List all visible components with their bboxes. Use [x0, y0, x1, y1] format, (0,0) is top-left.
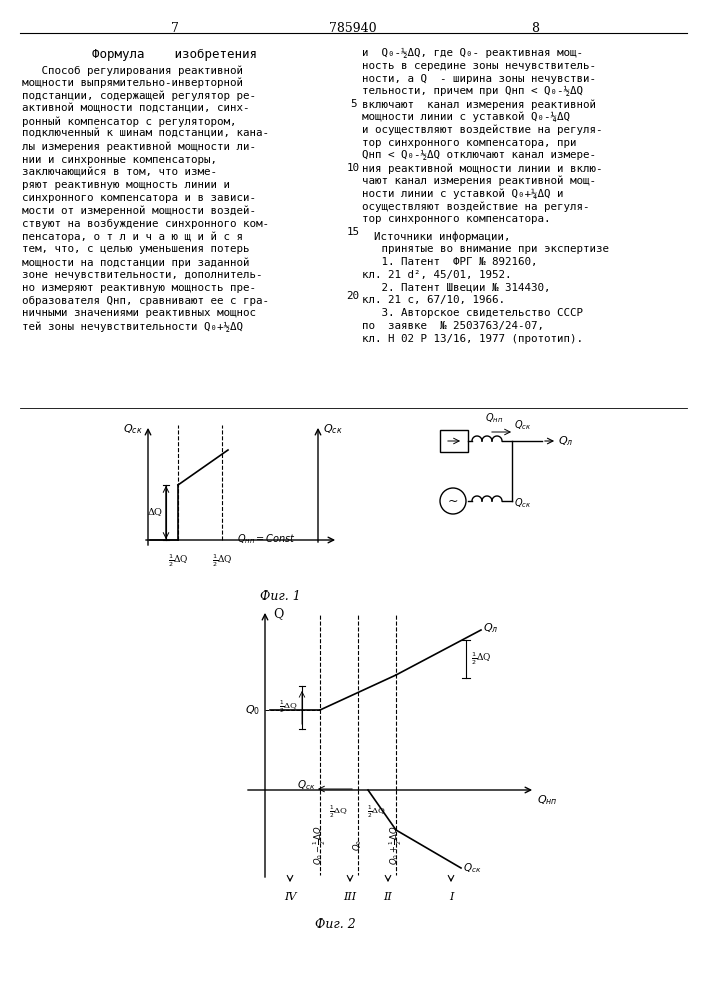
- Text: лы измерения реактивной мощности ли-: лы измерения реактивной мощности ли-: [22, 142, 256, 152]
- Text: тей зоны нечувствительности Q₀+½ΔQ: тей зоны нечувствительности Q₀+½ΔQ: [22, 321, 243, 332]
- Text: $Q_{ск}$: $Q_{ск}$: [463, 861, 481, 875]
- Text: образователя Qнп, сравнивают ее с гра-: образователя Qнп, сравнивают ее с гра-: [22, 295, 269, 306]
- Text: $\frac{1}{2}$ΔQ: $\frac{1}{2}$ΔQ: [471, 651, 491, 667]
- Text: мощности выпрямительно-инверторной: мощности выпрямительно-инверторной: [22, 78, 243, 88]
- Text: мощности на подстанции при заданной: мощности на подстанции при заданной: [22, 257, 250, 267]
- Text: 15: 15: [346, 227, 359, 237]
- Text: мощности линии с уставкой Q₀-¼ΔQ: мощности линии с уставкой Q₀-¼ΔQ: [362, 112, 570, 122]
- Text: $Q_0$: $Q_0$: [245, 703, 260, 717]
- Text: 10: 10: [346, 163, 359, 173]
- Text: и осуществляют воздействие на регуля-: и осуществляют воздействие на регуля-: [362, 125, 602, 135]
- Text: $Q_л$: $Q_л$: [483, 621, 498, 635]
- Text: ствуют на возбуждение синхронного ком-: ствуют на возбуждение синхронного ком-: [22, 219, 269, 229]
- Text: тельности, причем при Qнп < Q₀-½ΔQ: тельности, причем при Qнп < Q₀-½ΔQ: [362, 86, 583, 96]
- Text: Q: Q: [273, 607, 284, 620]
- Text: $\frac{1}{2}$ΔQ: $\frac{1}{2}$ΔQ: [168, 552, 188, 569]
- Text: кл. 21 с, 67/10, 1966.: кл. 21 с, 67/10, 1966.: [362, 295, 505, 305]
- Text: 2. Патент Швеции № 314430,: 2. Патент Швеции № 314430,: [362, 282, 551, 292]
- Text: I: I: [449, 892, 453, 902]
- Text: $Q_{ск}$: $Q_{ск}$: [323, 422, 343, 436]
- Text: и  Q₀-½ΔQ, где Q₀- реактивная мощ-: и Q₀-½ΔQ, где Q₀- реактивная мощ-: [362, 48, 583, 58]
- Bar: [440, 430, 468, 452]
- Text: кл. Н 02 Р 13/16, 1977 (прототип).: кл. Н 02 Р 13/16, 1977 (прототип).: [362, 334, 583, 344]
- Text: мости от измеренной мощности воздей-: мости от измеренной мощности воздей-: [22, 206, 256, 216]
- Text: Qнп < Q₀-½ΔQ отключают канал измере-: Qнп < Q₀-½ΔQ отключают канал измере-: [362, 150, 596, 160]
- Text: по  заявке  № 2503763/24-07,: по заявке № 2503763/24-07,: [362, 321, 544, 331]
- Text: чают канал измерения реактивной мощ-: чают канал измерения реактивной мощ-: [362, 176, 596, 186]
- Text: ~: ~: [448, 494, 458, 508]
- Text: III: III: [344, 892, 356, 902]
- Text: $\frac{1}{2}$ΔQ: $\frac{1}{2}$ΔQ: [329, 804, 349, 820]
- Text: IV: IV: [284, 892, 296, 902]
- Text: $Q_{ск}$: $Q_{ск}$: [514, 418, 532, 432]
- Text: ряют реактивную мощность линии и: ряют реактивную мощность линии и: [22, 180, 230, 190]
- Text: ронный компенсатор с регулятором,: ронный компенсатор с регулятором,: [22, 116, 237, 127]
- Text: синхронного компенсатора и в зависи-: синхронного компенсатора и в зависи-: [22, 193, 256, 203]
- Text: $Q_0$: $Q_0$: [352, 839, 364, 851]
- Text: активной мощности подстанции, синх-: активной мощности подстанции, синх-: [22, 103, 250, 113]
- Text: $Q_{нп}$: $Q_{нп}$: [485, 411, 503, 425]
- Text: 785940: 785940: [329, 22, 377, 35]
- Text: включают  канал измерения реактивной: включают канал измерения реактивной: [362, 99, 596, 110]
- Text: зоне нечувствительности, дополнитель-: зоне нечувствительности, дополнитель-: [22, 270, 262, 280]
- Text: ΔQ: ΔQ: [147, 508, 162, 516]
- Text: ничными значениями реактивных мощнос: ничными значениями реактивных мощнос: [22, 308, 256, 318]
- Text: II: II: [384, 892, 392, 902]
- Text: ность в середине зоны нечувствитель-: ность в середине зоны нечувствитель-: [362, 61, 596, 71]
- Text: $Q_{нп}$: $Q_{нп}$: [537, 793, 558, 807]
- Text: Формула    изобретения: Формула изобретения: [93, 48, 257, 61]
- Text: $\frac{1}{2}$ΔQ: $\frac{1}{2}$ΔQ: [212, 552, 232, 569]
- Text: 8: 8: [531, 22, 539, 35]
- Text: $Q_{ск}$: $Q_{ск}$: [123, 422, 143, 436]
- Text: $Q_{нп}=Const$: $Q_{нп}=Const$: [237, 532, 296, 546]
- Text: подстанции, содержащей регулятор ре-: подстанции, содержащей регулятор ре-: [22, 91, 256, 101]
- Text: 5: 5: [350, 99, 356, 109]
- Text: Источники информации,: Источники информации,: [374, 231, 510, 242]
- Text: но измеряют реактивную мощность пре-: но измеряют реактивную мощность пре-: [22, 283, 256, 293]
- Text: Способ регулирования реактивной: Способ регулирования реактивной: [22, 65, 243, 76]
- Text: тор синхронного компенсатора.: тор синхронного компенсатора.: [362, 214, 551, 224]
- Text: $Q_0-\frac{1}{2}\Delta Q$: $Q_0-\frac{1}{2}\Delta Q$: [312, 825, 328, 865]
- Text: ности, а Q  - ширина зоны нечувстви-: ности, а Q - ширина зоны нечувстви-: [362, 74, 596, 84]
- Text: тор синхронного компенсатора, при: тор синхронного компенсатора, при: [362, 138, 576, 148]
- Text: 1. Патент  ФРГ № 892160,: 1. Патент ФРГ № 892160,: [362, 257, 537, 267]
- Text: осуществляют воздействие на регуля-: осуществляют воздействие на регуля-: [362, 202, 590, 212]
- Text: заключающийся в том, что изме-: заключающийся в том, что изме-: [22, 167, 217, 177]
- Text: $Q_л$: $Q_л$: [558, 434, 573, 448]
- Text: кл. 21 d², 45/01, 1952.: кл. 21 d², 45/01, 1952.: [362, 270, 511, 280]
- Text: $Q_{ск}$: $Q_{ск}$: [514, 496, 532, 510]
- Text: ния реактивной мощности линии и вклю-: ния реактивной мощности линии и вклю-: [362, 163, 602, 174]
- Text: $Q_{ск}$: $Q_{ск}$: [296, 778, 315, 792]
- Text: пенсатора, о т л и ч а ю щ и й с я: пенсатора, о т л и ч а ю щ и й с я: [22, 231, 243, 242]
- Text: Фиг. 1: Фиг. 1: [259, 590, 300, 603]
- Text: подключенный к шинам подстанции, кана-: подключенный к шинам подстанции, кана-: [22, 129, 269, 139]
- Text: 20: 20: [346, 291, 359, 301]
- Text: нии и синхронные компенсаторы,: нии и синхронные компенсаторы,: [22, 155, 217, 165]
- Text: $\frac{1}{2}$ΔQ: $\frac{1}{2}$ΔQ: [279, 699, 298, 715]
- Text: принятые во внимание при экспертизе: принятые во внимание при экспертизе: [362, 244, 609, 254]
- Text: $Q_0+\frac{1}{2}\Delta Q$: $Q_0+\frac{1}{2}\Delta Q$: [388, 825, 404, 865]
- Text: $\frac{1}{2}$ΔQ: $\frac{1}{2}$ΔQ: [368, 804, 387, 820]
- Text: 7: 7: [171, 22, 179, 35]
- Text: 3. Авторское свидетельство СССР: 3. Авторское свидетельство СССР: [362, 308, 583, 318]
- Text: Фиг. 2: Фиг. 2: [315, 918, 356, 931]
- Text: тем, что, с целью уменьшения потерь: тем, что, с целью уменьшения потерь: [22, 244, 250, 254]
- Text: ности линии с уставкой Q₀+¼ΔQ и: ности линии с уставкой Q₀+¼ΔQ и: [362, 189, 563, 199]
